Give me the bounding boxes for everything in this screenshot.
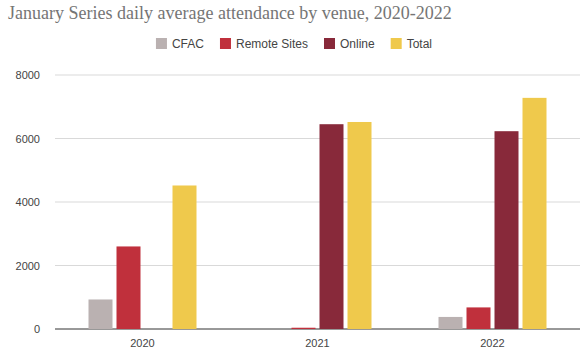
bar xyxy=(467,307,491,329)
legend: CFAC Remote Sites Online Total xyxy=(156,37,432,51)
x-tick-label: 2022 xyxy=(480,337,504,349)
grid-line xyxy=(55,75,580,76)
bar xyxy=(117,246,141,329)
bar xyxy=(523,98,547,329)
y-tick-label: 2000 xyxy=(16,260,40,272)
x-tick-label: 2021 xyxy=(305,337,329,349)
legend-swatch xyxy=(220,38,231,49)
bar xyxy=(495,131,519,329)
bar xyxy=(173,185,197,329)
bar xyxy=(439,317,463,329)
legend-swatch xyxy=(391,38,402,49)
legend-swatch xyxy=(156,38,167,49)
bar xyxy=(348,122,372,329)
legend-label: Total xyxy=(407,37,432,51)
y-tick-label: 6000 xyxy=(16,133,40,145)
y-tick-label: 8000 xyxy=(16,69,40,81)
y-tick-label: 4000 xyxy=(16,196,40,208)
chart: January Series daily average attendance … xyxy=(0,0,588,355)
legend-label: Remote Sites xyxy=(236,37,308,51)
x-tick-label: 2020 xyxy=(130,337,154,349)
legend-label: Online xyxy=(340,37,375,51)
legend-swatch xyxy=(324,38,335,49)
bar xyxy=(292,328,316,329)
legend-label: CFAC xyxy=(172,37,204,51)
bar xyxy=(320,124,344,329)
bar xyxy=(145,329,169,330)
bar xyxy=(89,299,113,329)
y-tick-label: 0 xyxy=(34,323,40,335)
title: January Series daily average attendance … xyxy=(8,3,452,23)
bars xyxy=(89,98,547,329)
bar xyxy=(264,329,288,330)
